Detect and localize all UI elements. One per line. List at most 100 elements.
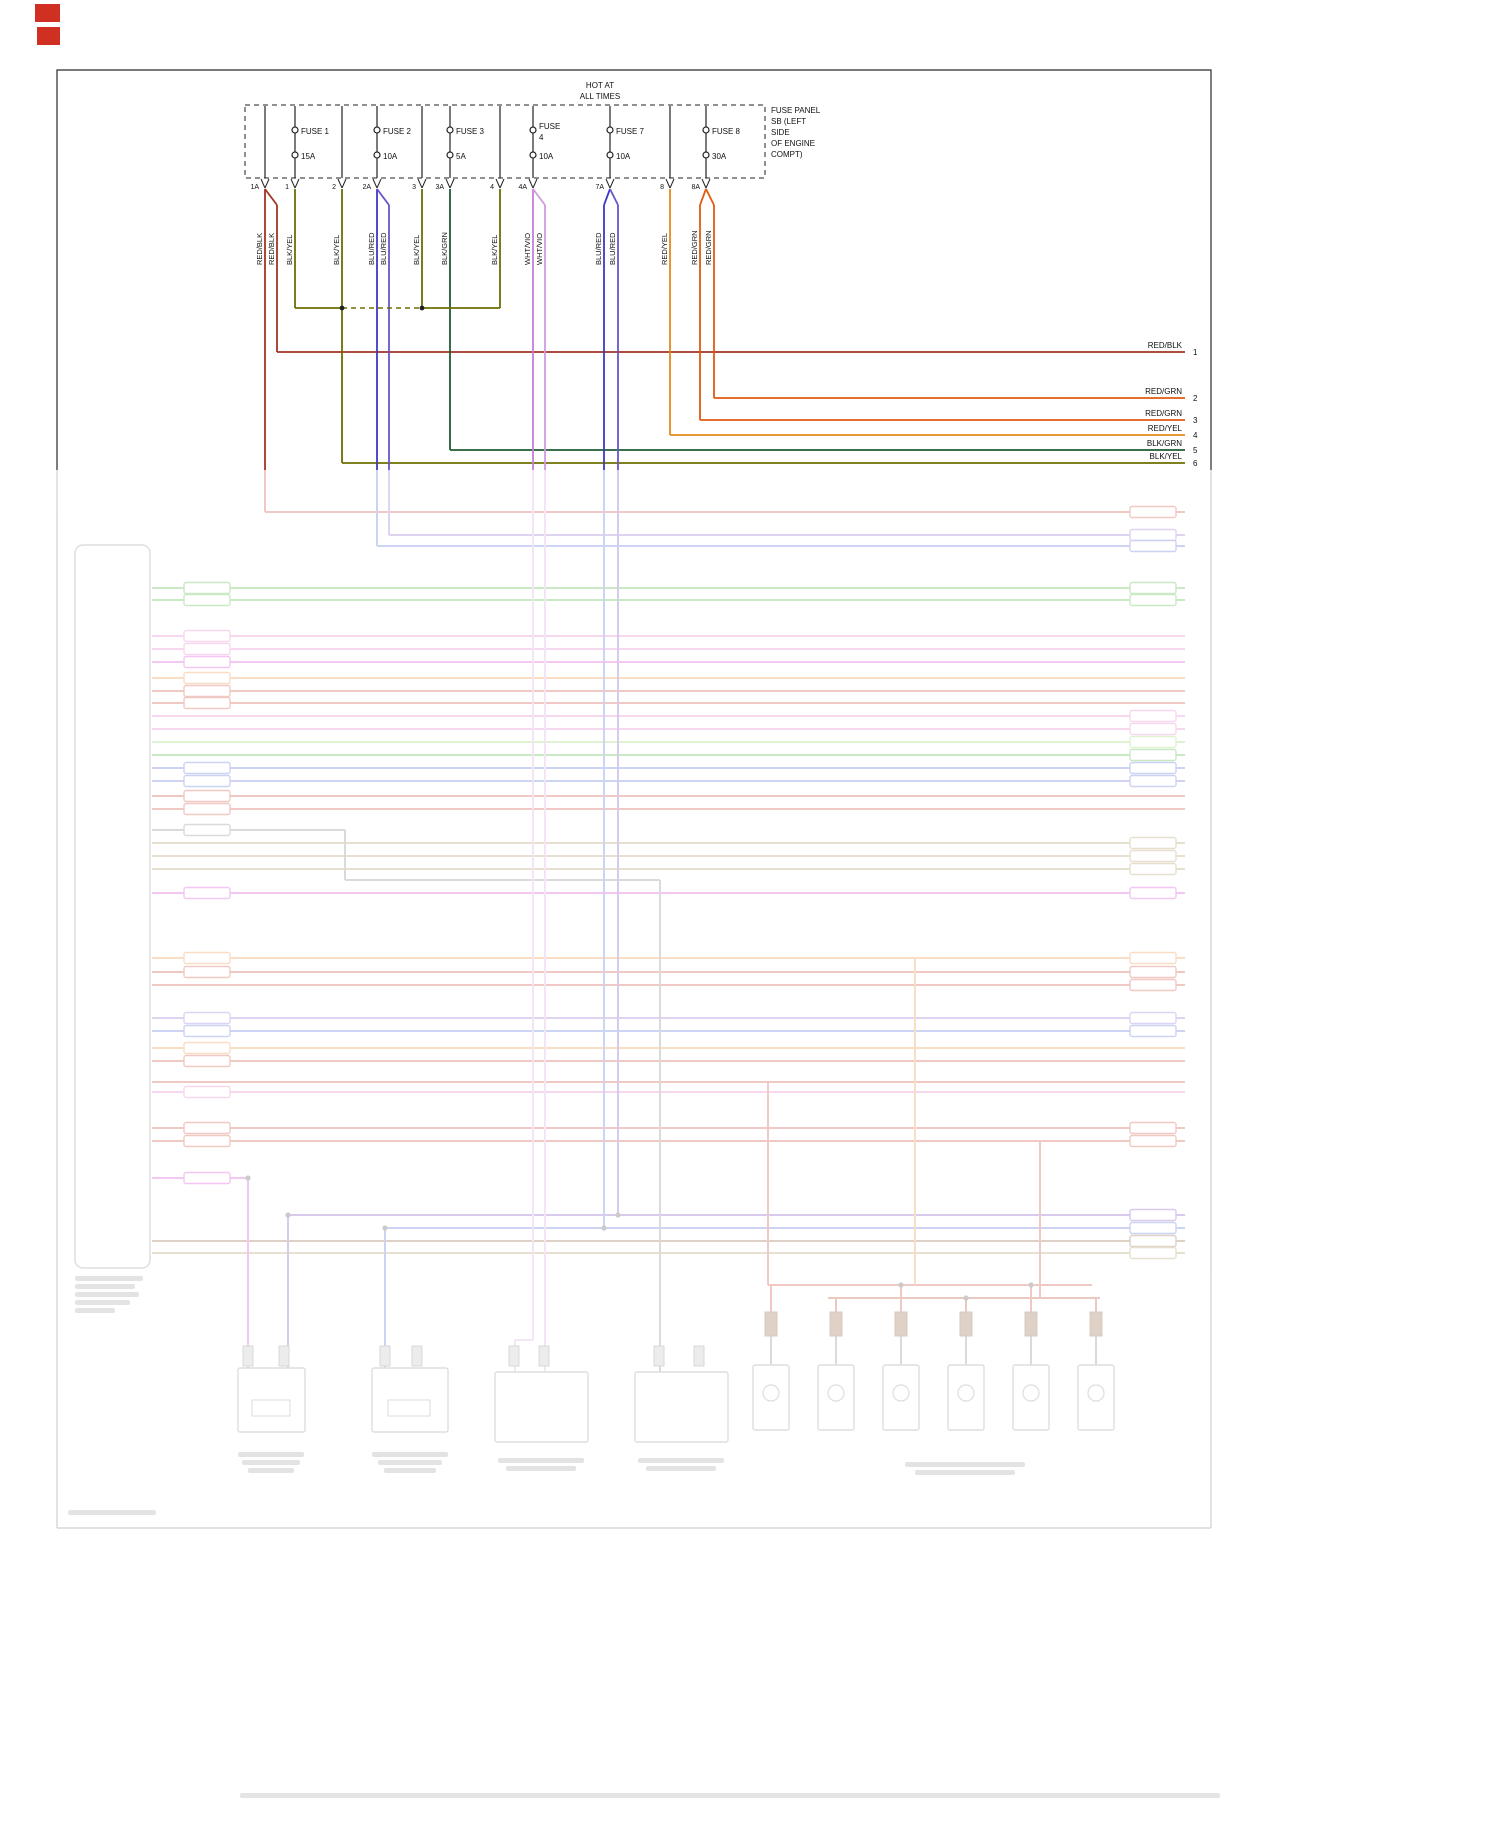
pin-arrow-icon [264,178,270,189]
right-exit-number: 2 [1193,394,1198,403]
wire-label-chip [1129,1024,1177,1038]
fuse-rating: 10A [616,152,631,161]
wire-color-label: RED/BLK [267,233,276,265]
wire-label-chip [183,1054,231,1068]
fuse-panel-label: FUSE PANEL [771,106,821,115]
wire-color-label: WHT/VIO [535,233,544,265]
blurred-caption-bar [68,1510,156,1515]
wire-label-chip [1129,951,1177,965]
wire-color-label: BLU/RED [608,232,617,265]
component-pin [538,1345,550,1367]
pin-arrow-icon [605,178,611,189]
wire-segment [532,188,546,206]
pin-arrow-icon [609,178,615,189]
component-box [634,1371,729,1443]
fuse-panel-label: OF ENGINE [771,139,815,148]
wire-label-chip [183,684,231,698]
fuse-terminal-icon [606,151,614,159]
blurred-caption-bar [240,1793,1220,1798]
wire-label-chip [183,671,231,685]
coil-box [882,1364,920,1431]
fuse-name: FUSE 1 [301,127,330,136]
right-exit-label: RED/GRN [1145,387,1182,396]
fuse-panel-label: SIDE [771,128,790,137]
wire-label-chip [183,581,231,595]
component-detail [251,1399,291,1417]
red-corner-mark [35,4,60,22]
pin-label: 4 [490,184,494,191]
junction-dot [601,1225,607,1231]
blurred-caption-bar [75,1276,143,1281]
junction-dot [245,1175,251,1181]
wire-color-label: BLK/YEL [285,235,294,265]
component-box [371,1367,449,1433]
wire-label-chip [183,802,231,816]
wire-label-chip [1129,849,1177,863]
fuse-rating: 5A [456,152,466,161]
blurred-caption-bar [638,1458,724,1463]
coil-terminal [894,1311,908,1337]
wire-label-chip [183,1011,231,1025]
pin-arrow-icon [290,178,296,189]
fuse-panel-box [244,104,766,179]
fuse-panel-label: SB (LEFT [771,117,806,126]
wire-label-chip [1129,539,1177,553]
fuse-terminal-icon [291,151,299,159]
component-pin [693,1345,705,1367]
fuse-terminal-icon [291,126,299,134]
wire-label-chip [183,629,231,643]
junction-dot [382,1225,388,1231]
right-exit-number: 4 [1193,431,1198,440]
junction-dot [898,1282,904,1288]
wire-label-chip [183,823,231,837]
wire-label-chip [183,1024,231,1038]
wire-label-chip [1129,1121,1177,1135]
junction-dot [419,305,425,311]
wire-color-label: BLK/YEL [412,235,421,265]
wire-label-chip [1129,1134,1177,1148]
blurred-caption-bar [372,1452,448,1457]
coil-symbol-icon [1087,1384,1105,1402]
fuse-name: FUSE [539,122,560,131]
red-corner-mark [37,27,60,45]
wire-label-chip [183,774,231,788]
pin-arrow-icon [669,178,675,189]
wire-color-label: RED/GRN [690,230,699,265]
wire-label-chip [1129,735,1177,749]
blurred-caption-bar [75,1292,139,1297]
right-exit-number: 3 [1193,416,1198,425]
wire-label-chip [183,593,231,607]
pin-label: 8 [660,184,664,191]
coil-symbol-icon [957,1384,975,1402]
pin-label: 1A [250,184,259,191]
coil-terminal [829,1311,843,1337]
blurred-caption-bar [905,1462,1025,1467]
pin-arrow-icon [372,178,378,189]
junction-dot [1028,1282,1034,1288]
blurred-caption-bar [506,1466,576,1471]
pin-arrow-icon [449,178,455,189]
pin-arrow-icon [260,178,266,189]
wire-color-label: RED/BLK [255,233,264,265]
wire-segment [609,188,619,206]
blurred-caption-bar [498,1458,584,1463]
wire-color-label: RED/YEL [660,233,669,265]
fuse-terminal-icon [446,126,454,134]
wire-label-chip [1129,761,1177,775]
fuse-rating: 10A [539,152,554,161]
wire-segment [603,188,611,206]
pin-label: 1 [285,184,289,191]
blurred-caption-bar [646,1466,716,1471]
coil-terminal [1089,1311,1103,1337]
wire-label-chip [183,1041,231,1055]
fuse-terminal-icon [529,126,537,134]
wire-label-chip [183,1171,231,1185]
blurred-caption-bar [384,1468,436,1473]
wire-color-label: BLU/RED [379,232,388,265]
component-pin [242,1345,254,1367]
right-exit-number: 6 [1193,459,1198,468]
wire-segment [699,188,707,206]
hot-at-all-times-label: ALL TIMES [580,92,620,101]
